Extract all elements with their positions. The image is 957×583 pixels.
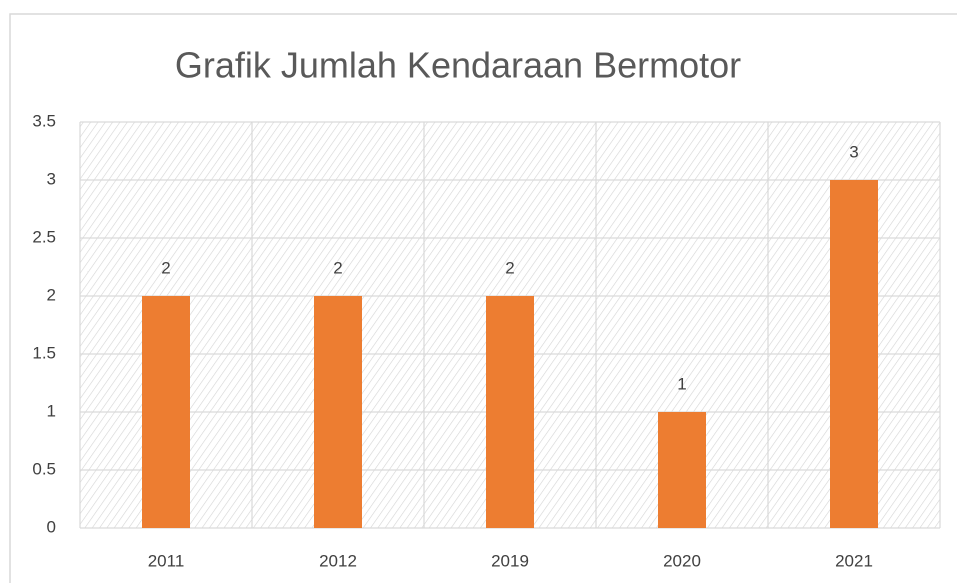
- x-tick-label: 2011: [148, 551, 185, 570]
- x-tick-label: 2019: [491, 551, 529, 570]
- data-label: 2: [161, 258, 170, 277]
- data-label: 3: [849, 142, 858, 161]
- y-tick-label: 3: [47, 169, 56, 188]
- y-tick-label: 2: [47, 285, 56, 304]
- bar: [486, 296, 534, 528]
- y-tick-label: 0: [47, 517, 56, 536]
- y-tick-label: 2.5: [32, 227, 56, 246]
- chart-title: Grafik Jumlah Kendaraan Bermotor: [175, 45, 741, 86]
- data-label: 1: [677, 374, 686, 393]
- bar: [658, 412, 706, 528]
- bar: [830, 180, 878, 528]
- y-tick-label: 3.5: [32, 111, 56, 130]
- y-tick-label: 1: [47, 401, 56, 420]
- x-tick-label: 2020: [663, 551, 701, 570]
- data-label: 2: [333, 258, 342, 277]
- y-tick-label: 1.5: [32, 343, 56, 362]
- bar: [142, 296, 190, 528]
- y-tick-label: 0.5: [32, 459, 56, 478]
- x-tick-label: 2021: [835, 551, 873, 570]
- data-label: 2: [505, 258, 514, 277]
- bar: [314, 296, 362, 528]
- x-tick-label: 2012: [319, 551, 357, 570]
